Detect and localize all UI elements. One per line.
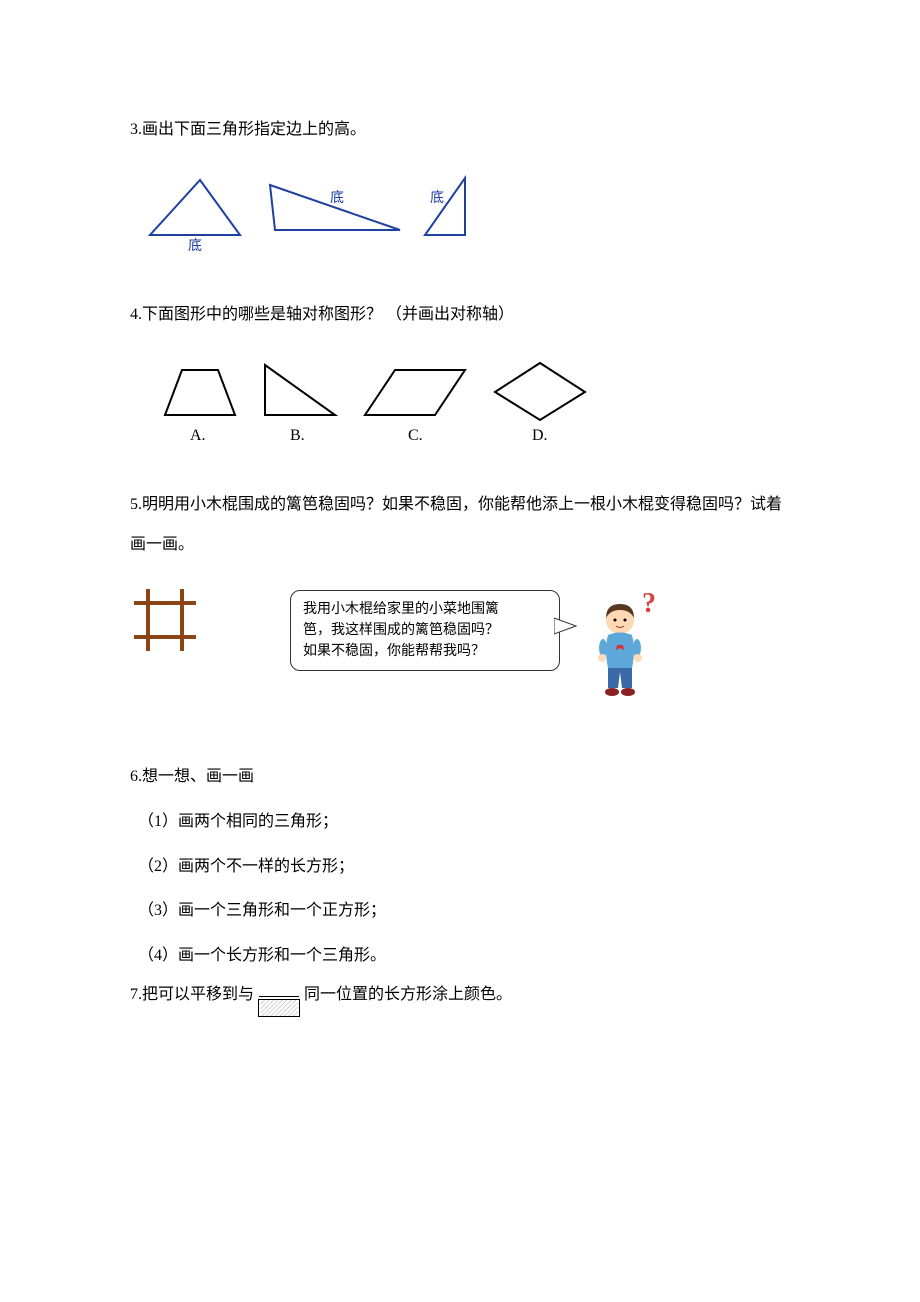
q4-label-a: A. <box>190 427 206 444</box>
q7-prefix: 7.把可以平移到与 <box>130 979 254 1011</box>
q5-row: 我用小木棍给家里的小菜地围篱 笆，我这样围成的篱笆稳固吗？ 如果不稳固，你能帮帮… <box>130 585 790 715</box>
q7-rect-container <box>258 979 300 1017</box>
q7-blank <box>259 979 299 997</box>
q6-text: 6.想一想、画一画 <box>130 755 790 800</box>
q3-triangle-1 <box>150 180 240 235</box>
q4-shapes-svg: A. B. C. D. <box>140 355 610 450</box>
q7-suffix: 同一位置的长方形涂上颜色。 <box>304 979 512 1011</box>
q6-item-1: （1）画两个相同的三角形； <box>130 800 790 845</box>
q4-text: 4.下面图形中的哪些是轴对称图形？ （并画出对称轴） <box>130 295 790 335</box>
q4-label-b: B. <box>290 427 305 444</box>
q4-shape-d <box>495 363 585 420</box>
q5-text: 5.明明用小木棍围成的篱笆稳固吗？如果不稳固，你能帮他添上一根小木棍变得稳固吗？… <box>130 485 790 565</box>
q4-label-d: D. <box>532 427 548 444</box>
q3-triangles-svg: 底 底 底 <box>130 170 490 260</box>
hatched-rectangle-icon <box>258 999 300 1017</box>
q6-item-2: （2）画两个不一样的长方形； <box>130 845 790 890</box>
q3-text: 3.画出下面三角形指定边上的高。 <box>130 110 790 150</box>
q4-shape-a <box>165 370 235 415</box>
q4-figures: A. B. C. D. <box>140 355 790 455</box>
fence-icon <box>130 585 200 655</box>
q3-figures: 底 底 底 <box>130 170 790 265</box>
q6-item-4: （4）画一个长方形和一个三角形。 <box>130 934 790 979</box>
q3-label-2: 底 <box>330 190 344 206</box>
speech-line-1: 我用小木棍给家里的小菜地围篱 <box>303 599 547 620</box>
speech-line-2: 笆，我这样围成的篱笆稳固吗？ <box>303 620 547 641</box>
q4-label-c: C. <box>408 427 423 444</box>
speech-bubble: 我用小木棍给家里的小菜地围篱 笆，我这样围成的篱笆稳固吗？ 如果不稳固，你能帮帮… <box>290 590 560 671</box>
child-figure: ? <box>590 590 670 715</box>
q3-label-1: 底 <box>188 238 202 254</box>
q3-triangle-3 <box>425 178 465 235</box>
q4-shape-c <box>365 370 465 415</box>
q3-label-3: 底 <box>430 190 444 206</box>
q6-item-3: （3）画一个三角形和一个正方形； <box>130 889 790 934</box>
speech-tail-icon <box>554 616 579 636</box>
speech-line-3: 如果不稳固，你能帮帮我吗？ <box>303 641 547 662</box>
q4-shape-b <box>265 365 335 415</box>
svg-text:?: ? <box>642 590 656 619</box>
q7-row: 7.把可以平移到与 同一位置的长方形涂上颜色。 <box>130 979 790 1017</box>
child-icon: ? <box>590 590 670 710</box>
